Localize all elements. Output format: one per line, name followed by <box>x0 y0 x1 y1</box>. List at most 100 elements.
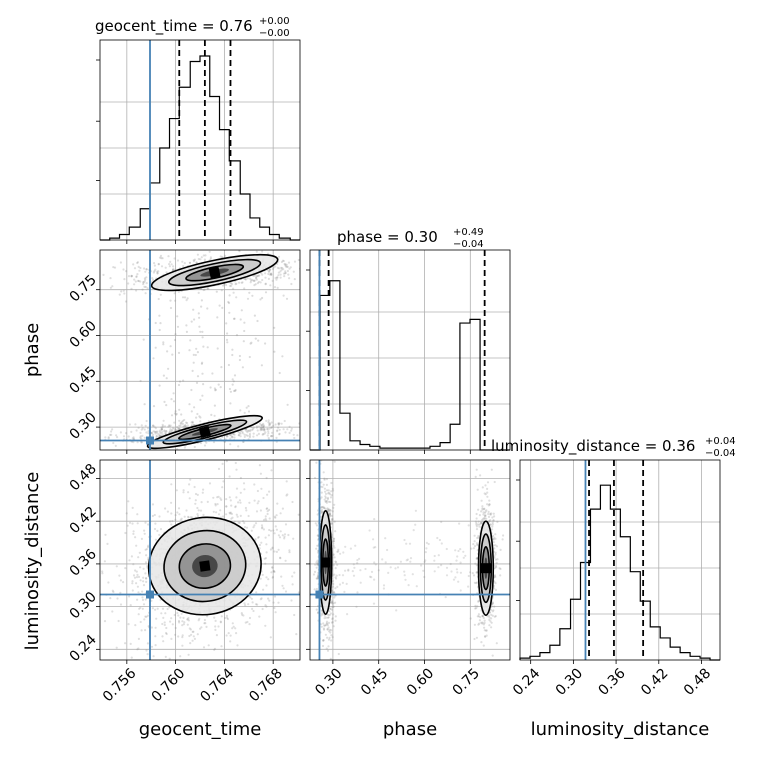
sample-point <box>205 441 208 444</box>
sample-point <box>445 547 448 551</box>
sample-point <box>322 628 326 631</box>
hist-panel-luminosity-distance: 0.24 0.30 0.36 0.42 0.48 <box>510 459 721 699</box>
sample-point <box>143 280 146 283</box>
sample-point <box>300 252 302 254</box>
sample-point <box>209 256 212 259</box>
sample-point <box>287 533 290 537</box>
sample-point <box>263 427 266 430</box>
sample-point <box>170 523 173 526</box>
sample-point <box>474 607 477 610</box>
sample-point <box>127 435 130 438</box>
sample-point <box>225 322 228 325</box>
sample-point <box>328 630 331 633</box>
sample-point <box>331 585 335 588</box>
sample-point <box>145 282 148 285</box>
sample-point <box>476 615 479 618</box>
sample-point <box>221 486 224 489</box>
sample-point <box>235 496 238 499</box>
sample-point <box>328 636 331 640</box>
sample-point <box>326 622 329 625</box>
sample-point <box>387 571 390 575</box>
sample-point <box>238 499 241 502</box>
sample-point <box>156 432 159 435</box>
sample-point <box>237 445 240 448</box>
sample-point <box>186 618 189 621</box>
sample-point <box>199 258 202 261</box>
sample-point <box>454 549 457 552</box>
sample-point <box>252 435 255 438</box>
sample-point <box>134 280 137 283</box>
sample-point <box>359 581 362 584</box>
sample-point <box>103 560 106 563</box>
sample-point <box>152 655 155 658</box>
sample-point <box>153 270 156 273</box>
sample-point <box>364 567 367 571</box>
sample-point <box>457 580 460 583</box>
sample-point <box>188 261 191 264</box>
sample-point <box>194 492 198 496</box>
sample-point <box>187 516 190 519</box>
sample-point <box>138 551 141 554</box>
sample-point <box>473 534 476 537</box>
sample-point <box>277 426 280 429</box>
sample-point <box>279 556 282 559</box>
sample-point <box>143 618 146 621</box>
panel-titles: geocent_time = 0.76 +0.00 −0.00 phase = … <box>95 16 736 459</box>
sample-point <box>197 257 200 261</box>
sample-point <box>273 570 276 574</box>
sample-point <box>487 515 491 519</box>
sample-point <box>255 275 258 278</box>
sample-point <box>104 436 107 439</box>
sample-point <box>192 260 196 263</box>
sample-point <box>203 622 206 625</box>
sample-point <box>189 628 192 631</box>
sample-point <box>135 275 138 279</box>
sample-point <box>459 571 462 574</box>
sample-point <box>476 536 479 540</box>
sample-point <box>158 314 161 317</box>
sample-point <box>154 432 157 435</box>
sample-point <box>220 498 223 501</box>
sample-point <box>341 574 345 577</box>
sample-point <box>269 268 272 271</box>
sample-point <box>161 622 164 626</box>
sample-point <box>475 557 478 560</box>
sample-point <box>320 491 323 494</box>
sample-point <box>493 556 496 559</box>
sample-point <box>234 505 237 508</box>
sample-point <box>304 559 306 561</box>
sample-point <box>213 648 216 651</box>
sample-point <box>253 284 256 287</box>
sample-point <box>146 427 150 430</box>
sample-point <box>267 432 270 435</box>
sample-point <box>178 621 181 624</box>
sample-point <box>494 564 498 567</box>
sample-point <box>163 429 166 432</box>
sample-point <box>291 583 294 586</box>
sample-point <box>248 355 251 359</box>
sample-point <box>484 635 487 638</box>
sample-point <box>142 576 145 579</box>
sample-point <box>493 480 496 484</box>
sample-point <box>248 623 251 626</box>
sample-point <box>214 504 217 507</box>
sample-point <box>327 489 330 492</box>
sample-point <box>332 542 335 545</box>
sample-point <box>154 427 157 430</box>
sample-point <box>477 623 480 626</box>
sample-point <box>145 268 148 271</box>
sample-point <box>491 601 494 604</box>
sample-point <box>327 621 331 625</box>
sample-point <box>321 702 323 704</box>
title-phase-upper: +0.49 <box>453 227 484 238</box>
sample-point <box>268 490 271 493</box>
sample-point <box>219 255 222 258</box>
sample-point <box>494 566 497 570</box>
sample-point <box>234 627 237 630</box>
sample-point <box>169 620 172 623</box>
sample-point <box>139 606 142 609</box>
sample-point <box>153 264 156 267</box>
sample-point <box>262 425 265 429</box>
sample-point <box>172 427 175 430</box>
sample-point <box>140 441 143 444</box>
